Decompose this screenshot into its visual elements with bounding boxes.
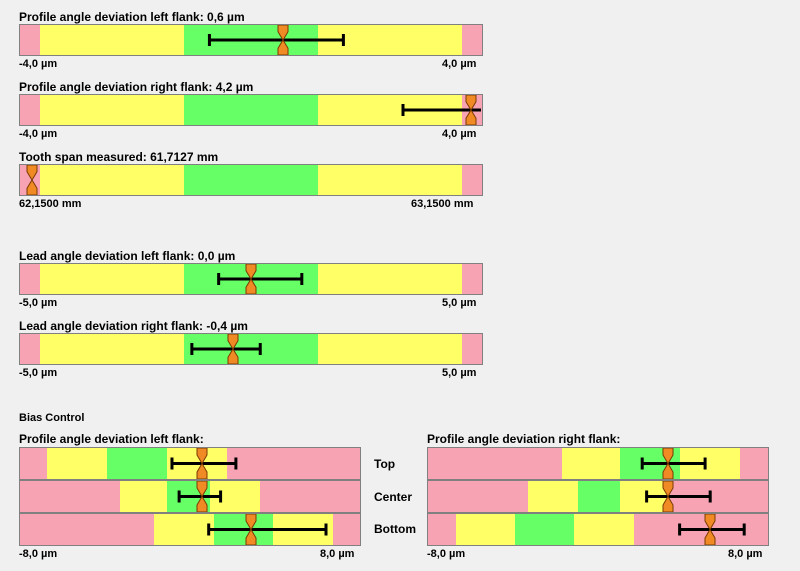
gauge-profile-right-zone-red	[20, 95, 40, 125]
bias-row-label-bottom: Bottom	[374, 522, 416, 536]
gauge-max-lead-right: 5,0 µm	[442, 367, 477, 379]
bias-left-bar-bottom	[19, 513, 361, 546]
gauge-lead-right-zone-red	[20, 334, 40, 364]
gauge-profile-left-zone-yellow	[39, 25, 184, 55]
gauge-lead-left-spread-bar	[217, 273, 304, 285]
gauge-max-profile-left: 4,0 µm	[442, 58, 477, 70]
bias-left-top-value-marker	[196, 448, 208, 479]
gauge-title-profile-right: Profile angle deviation right flank: 4,2…	[19, 80, 254, 94]
gauge-lead-left-zone-yellow	[39, 264, 184, 294]
gauge-bar-profile-right	[19, 94, 483, 126]
gauge-lead-left-zone-red	[462, 264, 482, 294]
gauge-tooth-span-zone-yellow	[318, 165, 463, 195]
bias-left-center-zone-red	[259, 481, 360, 512]
gauge-lead-left-zone-red	[20, 264, 40, 294]
bias-right-bottom-value-marker	[704, 514, 716, 545]
gauge-lead-right-spread-bar	[190, 343, 262, 355]
bias-left-center-zone-red	[20, 481, 121, 512]
bias-left-title: Profile angle deviation left flank:	[19, 432, 204, 446]
bias-left-min: -8,0 µm	[19, 548, 58, 560]
gauge-lead-left-value-marker	[245, 264, 257, 294]
bias-left-bottom-zone-red	[20, 514, 155, 545]
gauge-lead-right-zone-yellow	[318, 334, 463, 364]
bias-left-bar-top	[19, 447, 361, 480]
gauge-max-lead-left: 5,0 µm	[442, 297, 477, 309]
gauge-profile-left-zone-red	[462, 25, 482, 55]
bias-left-top-zone-red	[227, 448, 360, 479]
bias-left-bottom-zone-yellow	[154, 514, 216, 545]
gauge-title-tooth-span: Tooth span measured: 61,7127 mm	[19, 150, 219, 164]
gauge-min-profile-left: -4,0 µm	[19, 58, 58, 70]
bias-right-center-spread-bar	[645, 490, 712, 503]
gauge-title-lead-right: Lead angle deviation right flank: -0,4 µ…	[19, 319, 248, 333]
bias-row-label-top: Top	[374, 457, 396, 471]
gauge-min-lead-right: -5,0 µm	[19, 367, 58, 379]
bias-right-center-value-marker	[662, 481, 674, 512]
gauge-min-tooth-span: 62,1500 mm	[19, 198, 82, 210]
gauge-profile-right-zone-yellow	[39, 95, 184, 125]
bias-left-bottom-value-marker	[245, 514, 257, 545]
bias-right-bar-top	[427, 447, 769, 480]
bias-right-bar-center	[427, 480, 769, 513]
bias-left-center-spread-bar	[177, 490, 223, 503]
bias-left-bottom-zone-red	[332, 514, 360, 545]
bias-right-bottom-spread-bar	[678, 523, 746, 536]
gauge-profile-left-value-marker	[277, 25, 289, 55]
gauge-max-tooth-span: 63,1500 mm	[411, 198, 474, 210]
gauge-lead-right-value-marker	[227, 334, 239, 364]
bias-left-top-zone-yellow	[47, 448, 108, 479]
bias-left-bar-center	[19, 480, 361, 513]
bias-left-center-value-marker	[196, 481, 208, 512]
gauge-title-lead-left: Lead angle deviation left flank: 0,0 µm	[19, 249, 236, 263]
gauge-bar-lead-left	[19, 263, 483, 295]
bias-right-bottom-zone-green	[514, 514, 574, 545]
bias-left-bottom-spread-bar	[207, 523, 328, 536]
bias-right-top-zone-red	[428, 448, 563, 479]
bias-right-min: -8,0 µm	[427, 548, 466, 560]
gauge-profile-left-zone-red	[20, 25, 40, 55]
bias-right-top-zone-red	[739, 448, 768, 479]
gauge-lead-right-zone-red	[462, 334, 482, 364]
gauge-profile-right-value-marker	[465, 95, 477, 125]
bias-right-center-zone-red	[428, 481, 529, 512]
bias-right-title: Profile angle deviation right flank:	[427, 432, 621, 446]
gauge-min-lead-left: -5,0 µm	[19, 297, 58, 309]
bias-row-label-center: Center	[374, 490, 413, 504]
bias-right-center-zone-yellow	[528, 481, 579, 512]
bias-right-top-zone-yellow	[562, 448, 621, 479]
gauge-tooth-span-zone-red	[462, 165, 482, 195]
bias-right-bottom-zone-yellow	[573, 514, 635, 545]
gauge-profile-right-spread-bar	[401, 104, 481, 116]
gauge-bar-profile-left	[19, 24, 483, 56]
gauge-bar-tooth-span	[19, 164, 483, 196]
bias-right-center-zone-green	[577, 481, 621, 512]
bias-right-max: 8,0 µm	[728, 548, 763, 560]
bias-left-center-zone-yellow	[120, 481, 168, 512]
bias-control-heading: Bias Control	[19, 412, 85, 424]
bias-left-top-zone-green	[106, 448, 168, 479]
gauge-lead-right-zone-yellow	[39, 334, 184, 364]
bias-left-top-zone-red	[20, 448, 48, 479]
gauge-bar-lead-right	[19, 333, 483, 365]
bias-right-top-value-marker	[662, 448, 674, 479]
gauge-tooth-span-zone-yellow	[39, 165, 184, 195]
bias-right-bottom-zone-yellow	[456, 514, 516, 545]
gauge-lead-left-zone-yellow	[318, 264, 463, 294]
bias-left-max: 8,0 µm	[320, 548, 355, 560]
bias-right-bottom-zone-red	[428, 514, 457, 545]
gauge-min-profile-right: -4,0 µm	[19, 128, 58, 140]
gauge-title-profile-left: Profile angle deviation left flank: 0,6 …	[19, 10, 245, 24]
gauge-tooth-span-value-marker	[26, 165, 38, 195]
gauge-max-profile-right: 4,0 µm	[442, 128, 477, 140]
bias-left-top-spread-bar	[170, 457, 238, 470]
gauge-profile-left-spread-bar	[207, 34, 345, 46]
gauge-tooth-span-zone-green	[183, 165, 319, 195]
bias-right-top-spread-bar	[640, 457, 707, 470]
bias-right-bar-bottom	[427, 513, 769, 546]
gauge-profile-right-zone-green	[183, 95, 319, 125]
